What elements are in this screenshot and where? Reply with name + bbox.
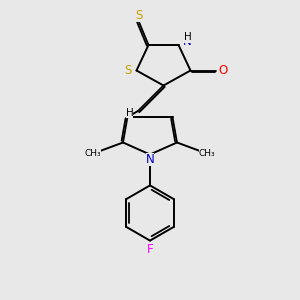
Text: H: H (126, 108, 134, 118)
Text: S: S (124, 64, 132, 77)
Text: N: N (182, 35, 191, 48)
Text: H: H (184, 32, 192, 43)
Text: N: N (146, 153, 154, 167)
Text: CH₃: CH₃ (85, 149, 101, 158)
Text: CH₃: CH₃ (199, 149, 215, 158)
Text: F: F (147, 243, 153, 256)
Text: S: S (135, 9, 142, 22)
Text: O: O (218, 64, 227, 77)
